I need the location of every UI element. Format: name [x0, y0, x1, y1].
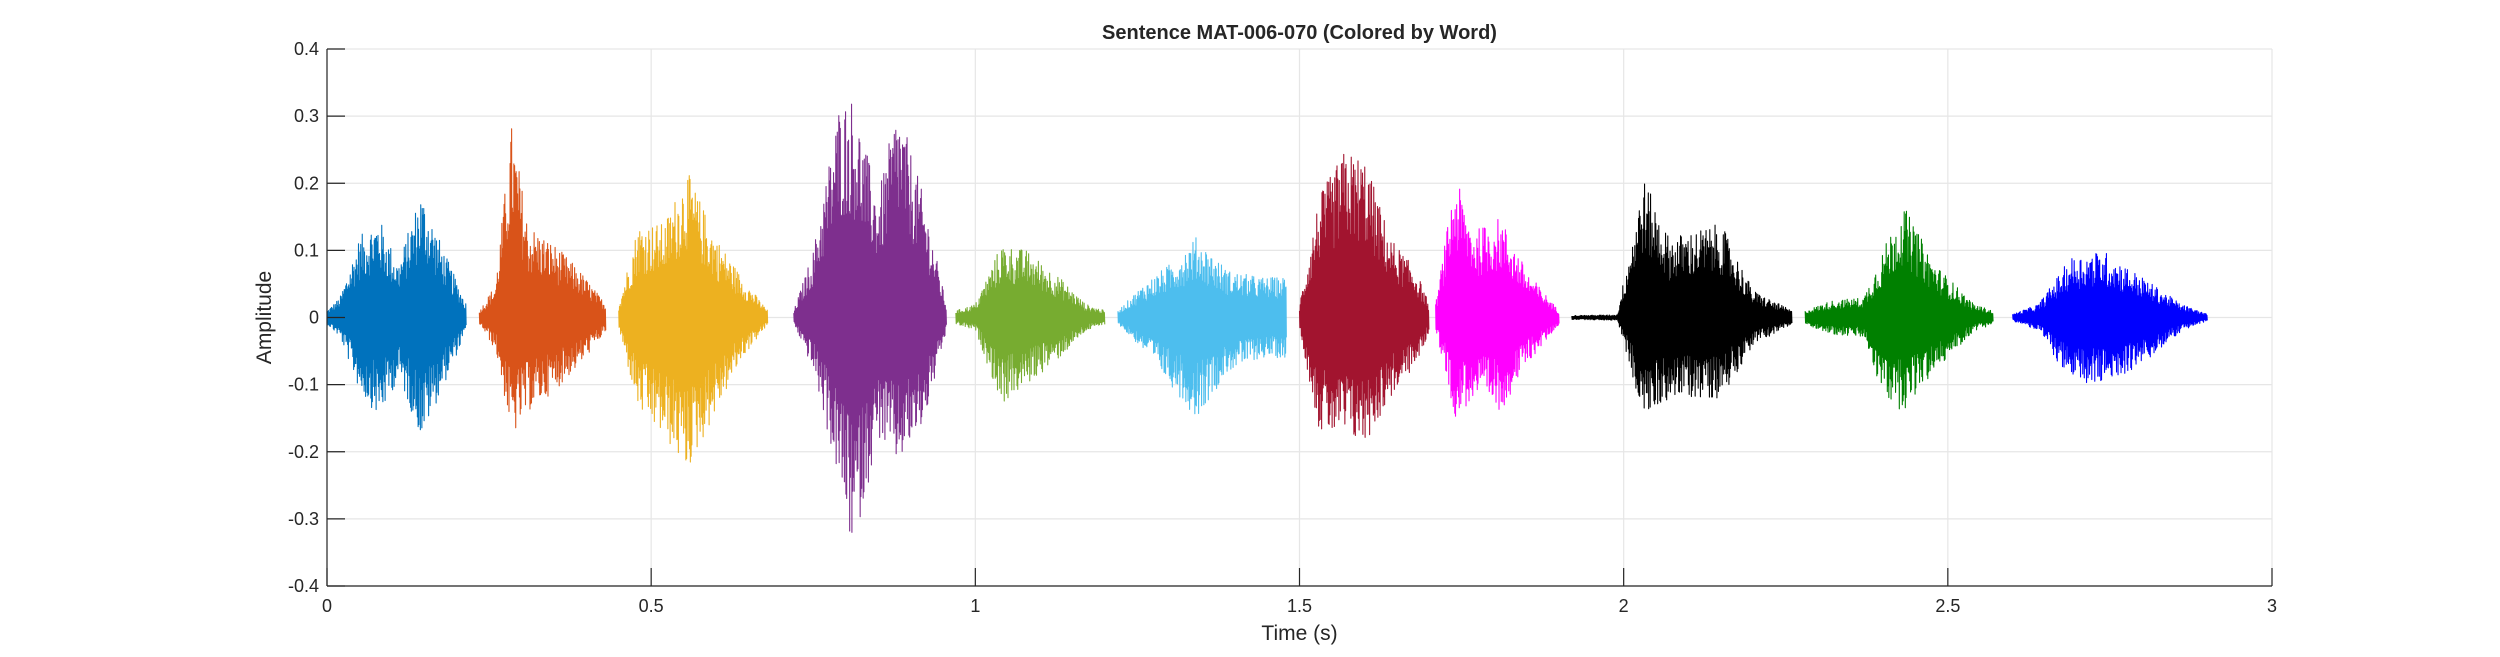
waveform-series-4	[793, 103, 947, 533]
waveform-series-8	[1435, 188, 1560, 417]
x-tick-label: 3	[2267, 596, 2277, 616]
x-tick-label: 0	[322, 596, 332, 616]
waveform-line	[2012, 253, 2208, 384]
waveform-series-10	[1804, 210, 1994, 410]
x-tick-label: 2.5	[1935, 596, 1960, 616]
y-tick-label: -0.4	[288, 576, 319, 596]
waveform-line	[618, 175, 769, 463]
chart-title: Sentence MAT-006-070 (Colored by Word)	[1102, 22, 1497, 44]
waveform-series-6	[1117, 237, 1287, 415]
x-tick-label: 0.5	[639, 596, 664, 616]
waveform-line	[1804, 210, 1994, 410]
y-tick-label: 0.1	[294, 240, 319, 260]
waveform-series-7	[1298, 153, 1430, 438]
waveform-series-2	[478, 128, 607, 429]
x-tick-label: 1.5	[1287, 596, 1312, 616]
waveform-series-1	[326, 204, 467, 431]
waveform-line	[478, 128, 607, 429]
y-tick-label: -0.2	[288, 442, 319, 462]
y-tick-label: 0.3	[294, 106, 319, 126]
waveform-line	[1571, 183, 1793, 410]
y-tick-label: 0	[309, 308, 319, 328]
waveform-series-9	[1571, 183, 1793, 410]
y-tick-label: -0.1	[288, 375, 319, 395]
x-axis-label: Time (s)	[1261, 622, 1337, 645]
x-tick-label: 1	[970, 596, 980, 616]
waveform-line	[955, 249, 1106, 402]
waveform-series-11	[2012, 253, 2208, 384]
waveform-series-3	[618, 175, 769, 463]
waveform-line	[1435, 188, 1560, 417]
waveform-series-5	[955, 249, 1106, 402]
waveform-line	[1298, 153, 1430, 438]
waveform-series-group	[326, 103, 2208, 533]
axes: 0 0.5 1 1.5 2 2.5 3 -0.4 -0.3 -0.2 -0.1 0 0.1 0.2 0.3 0…	[288, 39, 2277, 616]
y-axis-label: Amplitude	[253, 271, 276, 364]
y-tick-label: 0.4	[294, 39, 319, 59]
waveform-line	[793, 103, 947, 533]
waveform-line	[1117, 237, 1287, 415]
waveform-line	[326, 204, 467, 431]
y-tick-label: -0.3	[288, 509, 319, 529]
x-tick-label: 2	[1619, 596, 1629, 616]
y-tick-label: 0.2	[294, 173, 319, 193]
